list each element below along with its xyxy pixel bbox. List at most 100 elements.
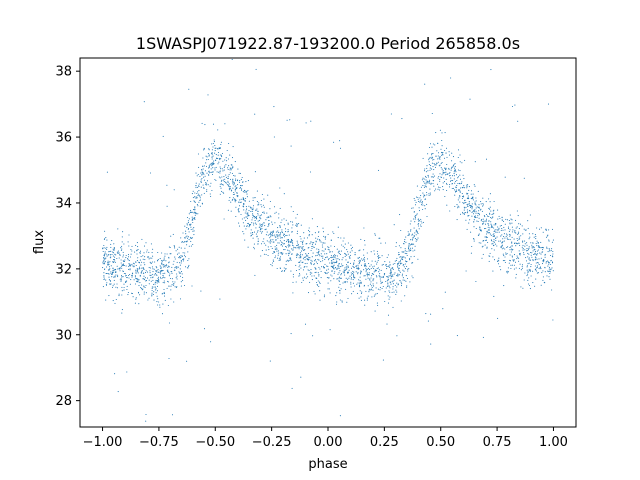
data-point <box>207 94 209 96</box>
data-point <box>142 258 144 260</box>
data-point <box>396 275 398 277</box>
data-point <box>444 132 446 134</box>
data-point <box>322 260 324 262</box>
data-point <box>416 196 418 198</box>
data-point <box>195 212 197 214</box>
data-point <box>516 226 518 228</box>
data-point <box>283 233 285 235</box>
data-point <box>131 292 134 295</box>
data-point <box>466 205 469 207</box>
data-point <box>511 248 513 250</box>
data-point <box>373 268 375 270</box>
data-point <box>442 173 444 175</box>
data-point <box>247 189 249 192</box>
data-point <box>360 292 363 294</box>
data-point <box>539 247 541 249</box>
data-point <box>337 258 339 260</box>
data-point <box>198 193 200 195</box>
data-point <box>287 228 289 231</box>
data-point <box>123 272 125 275</box>
data-point <box>103 244 105 247</box>
data-point <box>450 167 452 169</box>
data-point <box>145 420 147 422</box>
data-point <box>214 145 216 147</box>
data-point <box>237 168 239 170</box>
data-point <box>155 271 157 273</box>
data-point <box>541 263 544 265</box>
data-point <box>273 260 275 262</box>
data-point <box>240 178 242 180</box>
data-point <box>424 195 426 197</box>
data-point <box>160 267 162 269</box>
data-point <box>295 254 297 256</box>
data-point <box>107 269 110 271</box>
data-point <box>456 179 458 182</box>
data-point <box>296 245 298 247</box>
data-point <box>143 278 145 280</box>
data-point <box>445 147 448 149</box>
data-point <box>285 231 287 233</box>
data-point <box>518 231 520 233</box>
data-point <box>519 238 521 240</box>
data-point <box>279 240 281 242</box>
data-point <box>413 235 415 237</box>
data-point <box>503 255 505 257</box>
data-point <box>403 251 405 253</box>
data-point <box>149 272 151 274</box>
data-point <box>409 223 411 225</box>
data-point <box>133 263 135 265</box>
data-point <box>205 184 207 186</box>
data-point <box>184 247 186 249</box>
data-point <box>133 265 135 267</box>
data-point <box>374 233 376 235</box>
data-point <box>121 309 123 311</box>
data-point <box>124 259 126 261</box>
data-point <box>143 268 145 270</box>
data-point <box>281 232 283 234</box>
data-point <box>480 230 482 232</box>
data-point <box>551 228 554 230</box>
data-point <box>180 255 182 257</box>
data-point <box>298 266 300 268</box>
data-point <box>426 180 428 182</box>
data-point <box>404 257 406 259</box>
data-point <box>143 252 145 254</box>
data-point <box>528 258 530 260</box>
data-point <box>430 182 432 184</box>
data-point <box>411 207 413 209</box>
data-point <box>315 268 317 270</box>
data-point <box>350 277 353 279</box>
data-point <box>225 174 227 176</box>
data-point <box>287 244 289 247</box>
data-point <box>428 194 430 197</box>
data-point <box>121 294 123 296</box>
data-point <box>346 266 348 268</box>
data-point <box>214 150 216 152</box>
data-point <box>420 225 422 227</box>
data-point <box>139 275 141 277</box>
data-point <box>226 160 228 162</box>
data-point <box>190 209 192 211</box>
data-point <box>141 289 143 291</box>
data-point <box>136 260 138 262</box>
data-point <box>454 166 456 168</box>
data-point <box>373 273 375 275</box>
data-point <box>289 119 291 121</box>
data-point <box>478 214 481 216</box>
data-point <box>426 203 428 205</box>
data-point <box>160 277 162 280</box>
data-point <box>502 220 505 223</box>
data-point <box>357 267 360 269</box>
data-point <box>151 292 153 294</box>
data-point <box>282 252 284 254</box>
data-point <box>403 241 406 243</box>
data-point <box>268 219 270 222</box>
data-point <box>501 242 503 244</box>
data-point <box>472 199 474 201</box>
data-point <box>225 176 227 178</box>
data-point <box>151 266 154 268</box>
data-point <box>368 262 370 265</box>
data-point <box>158 301 160 303</box>
data-point <box>217 151 220 154</box>
data-point <box>297 242 299 244</box>
